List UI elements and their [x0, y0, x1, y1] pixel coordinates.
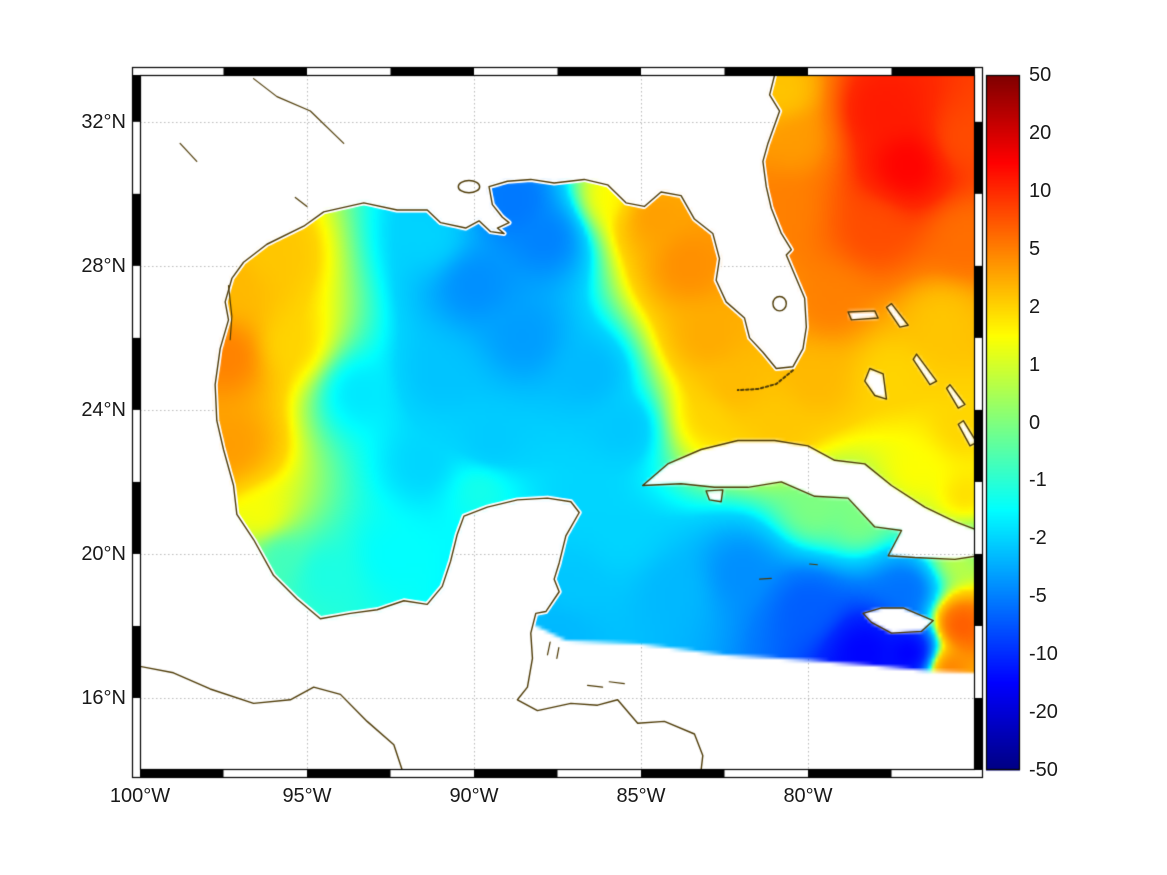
figure: 100°W 95°W 90°W 85°W 80°W 16°N 20°N 24°N 28°N 32°… — [0, 0, 1167, 875]
map-canvas — [0, 0, 1167, 875]
